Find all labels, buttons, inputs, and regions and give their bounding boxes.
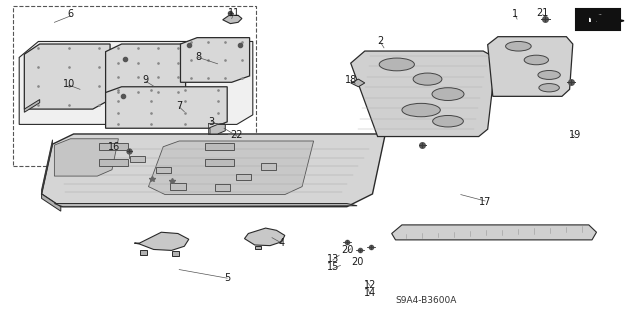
Text: 3: 3	[208, 117, 214, 127]
Polygon shape	[255, 246, 261, 249]
Ellipse shape	[402, 103, 440, 117]
FancyBboxPatch shape	[205, 143, 234, 150]
Text: 16: 16	[108, 142, 120, 152]
Polygon shape	[488, 37, 573, 96]
Polygon shape	[223, 15, 242, 24]
Polygon shape	[24, 100, 40, 112]
Text: 12: 12	[364, 279, 376, 290]
Polygon shape	[134, 232, 189, 250]
Ellipse shape	[433, 115, 463, 127]
Polygon shape	[351, 79, 365, 87]
Polygon shape	[172, 251, 179, 256]
Polygon shape	[392, 225, 596, 240]
Polygon shape	[42, 134, 385, 207]
Polygon shape	[54, 204, 357, 207]
Text: 1: 1	[512, 9, 518, 19]
Text: 15: 15	[326, 262, 339, 272]
Polygon shape	[210, 124, 225, 134]
Text: 9: 9	[143, 75, 149, 85]
Polygon shape	[19, 41, 253, 124]
Polygon shape	[106, 87, 227, 128]
Polygon shape	[42, 140, 52, 194]
FancyBboxPatch shape	[130, 156, 145, 162]
Text: 17: 17	[479, 197, 492, 207]
Polygon shape	[148, 141, 314, 195]
Text: 11: 11	[227, 8, 240, 19]
Ellipse shape	[413, 73, 442, 85]
FancyBboxPatch shape	[99, 159, 128, 166]
Text: 18: 18	[344, 75, 357, 85]
Ellipse shape	[379, 58, 415, 71]
Text: 20: 20	[351, 257, 364, 267]
Polygon shape	[140, 250, 147, 255]
Polygon shape	[351, 51, 496, 137]
Text: 7: 7	[176, 101, 182, 111]
FancyBboxPatch shape	[236, 174, 251, 180]
FancyBboxPatch shape	[576, 9, 620, 30]
Text: 8: 8	[195, 52, 202, 63]
Text: 10: 10	[63, 78, 76, 89]
Text: 21: 21	[536, 8, 549, 19]
Text: FR.: FR.	[588, 14, 607, 25]
Text: 14: 14	[364, 288, 376, 298]
Polygon shape	[54, 139, 118, 176]
Text: 20: 20	[341, 245, 354, 256]
Text: 5: 5	[224, 273, 230, 283]
FancyBboxPatch shape	[156, 167, 171, 173]
Polygon shape	[24, 44, 110, 109]
Text: 19: 19	[568, 130, 581, 140]
Ellipse shape	[506, 41, 531, 51]
FancyBboxPatch shape	[261, 163, 276, 170]
Polygon shape	[244, 228, 285, 246]
Ellipse shape	[524, 55, 548, 65]
FancyBboxPatch shape	[205, 159, 234, 166]
Polygon shape	[42, 194, 61, 211]
Text: 4: 4	[278, 238, 285, 248]
Text: 13: 13	[326, 254, 339, 264]
FancyBboxPatch shape	[215, 184, 230, 191]
FancyBboxPatch shape	[99, 143, 128, 150]
Polygon shape	[576, 10, 624, 26]
Text: S9A4-B3600A: S9A4-B3600A	[396, 296, 457, 305]
Polygon shape	[180, 38, 250, 82]
Text: 6: 6	[67, 9, 74, 19]
Text: 2: 2	[378, 36, 384, 47]
FancyBboxPatch shape	[170, 183, 186, 190]
Text: 22: 22	[230, 130, 243, 140]
Ellipse shape	[432, 88, 464, 100]
Ellipse shape	[539, 84, 559, 92]
Ellipse shape	[538, 70, 561, 79]
Polygon shape	[106, 44, 186, 97]
